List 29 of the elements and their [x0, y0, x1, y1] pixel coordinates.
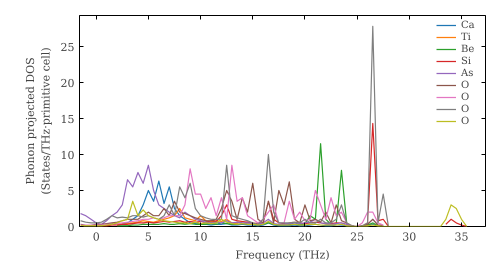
x-tick-label: 10	[194, 230, 208, 244]
y-tick-label: 15	[60, 112, 75, 126]
y-tick-label: 10	[60, 148, 75, 162]
legend-label: Be	[461, 43, 476, 55]
line-series	[80, 26, 390, 226]
x-tick-label: 15	[246, 230, 260, 244]
x-tick-label: 0	[92, 230, 100, 244]
y-axis-title: Phonon projected DOS (States/THz·primitive cell)	[24, 47, 53, 195]
line-series	[80, 164, 384, 226]
y-tick-label: 20	[60, 76, 75, 90]
legend-label: O	[461, 115, 470, 127]
x-axis-title: Frequency (THz)	[235, 248, 330, 262]
line-series	[80, 200, 468, 226]
legend-label: Ti	[461, 31, 472, 43]
y-tick-label: 0	[68, 221, 74, 234]
y-tick-label: 25	[60, 40, 75, 54]
legend-label: O	[461, 103, 470, 115]
legend-label: As	[461, 67, 474, 79]
legend-label: O	[461, 79, 470, 91]
legend-label: Si	[461, 55, 472, 67]
legend-label: Ca	[461, 19, 476, 31]
x-tick-label: 35	[454, 230, 468, 244]
x-tick-label: 5	[144, 230, 152, 244]
x-tick-label: 20	[298, 230, 312, 244]
line-series	[116, 208, 243, 225]
x-tick-label: 30	[402, 230, 416, 244]
legend-label: O	[461, 91, 470, 103]
y-tick-label: 5	[68, 184, 74, 198]
x-tick-label: 25	[350, 230, 364, 244]
